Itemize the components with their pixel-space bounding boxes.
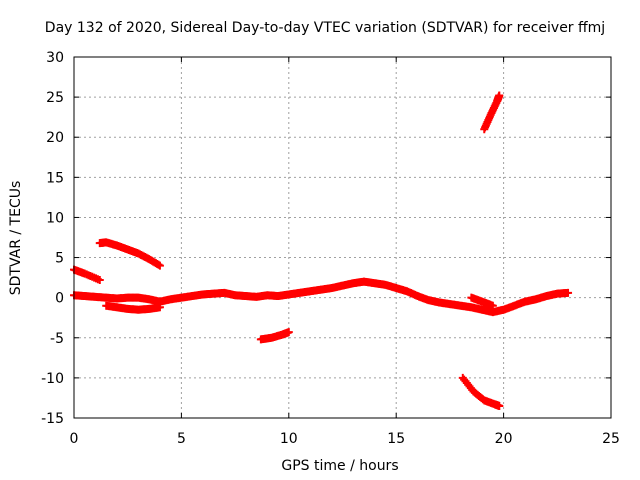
y-tick-label: 0 xyxy=(55,291,64,307)
ticks: 0 5 10 15 20 25 -15 -10 -5 0 5 10 15 20 25 30 xyxy=(41,50,620,447)
y-tick-label: 20 xyxy=(46,130,64,146)
x-tick-label: 25 xyxy=(602,431,620,447)
series-main-band xyxy=(70,277,573,317)
data-point xyxy=(564,288,573,297)
y-tick-label: -15 xyxy=(41,411,64,427)
x-tick-label: 5 xyxy=(177,431,186,447)
series-upper-right-rise xyxy=(480,91,504,134)
data-point xyxy=(495,91,504,100)
data-point xyxy=(495,401,504,410)
data-point xyxy=(488,301,497,310)
series-left-edge-segment xyxy=(70,265,104,285)
x-tick-label: 10 xyxy=(280,431,298,447)
series-lower-right-fall xyxy=(458,373,504,410)
y-tick-label: -10 xyxy=(41,371,64,387)
data-point xyxy=(284,328,293,337)
y-tick-label: 10 xyxy=(46,210,64,226)
x-tick-label: 15 xyxy=(387,431,405,447)
x-tick-label: 0 xyxy=(70,431,79,447)
y-axis-title: SDTVAR / TECUs xyxy=(8,181,24,296)
y-tick-label: 15 xyxy=(46,170,64,186)
y-tick-label: -5 xyxy=(50,331,64,347)
chart-title: Day 132 of 2020, Sidereal Day-to-day VTE… xyxy=(45,20,605,36)
series-lower-band xyxy=(102,301,164,314)
y-tick-label: 25 xyxy=(46,90,64,106)
data-series xyxy=(70,91,573,410)
data-point xyxy=(155,303,164,312)
y-tick-label: 30 xyxy=(46,50,64,66)
plot-border xyxy=(73,56,612,419)
data-point xyxy=(155,261,164,270)
y-tick-label: 5 xyxy=(55,251,64,267)
data-point xyxy=(95,276,104,285)
series-right-cluster xyxy=(467,293,497,310)
grid xyxy=(74,57,611,418)
x-tick-label: 20 xyxy=(495,431,513,447)
x-axis-title: GPS time / hours xyxy=(281,458,398,474)
series-dip-segment xyxy=(256,328,293,344)
series-upper-left-arc xyxy=(95,238,164,270)
